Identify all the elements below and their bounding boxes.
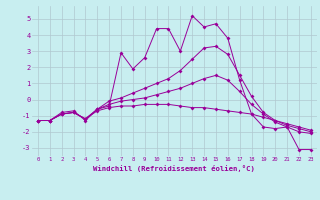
X-axis label: Windchill (Refroidissement éolien,°C): Windchill (Refroidissement éolien,°C) — [93, 165, 255, 172]
